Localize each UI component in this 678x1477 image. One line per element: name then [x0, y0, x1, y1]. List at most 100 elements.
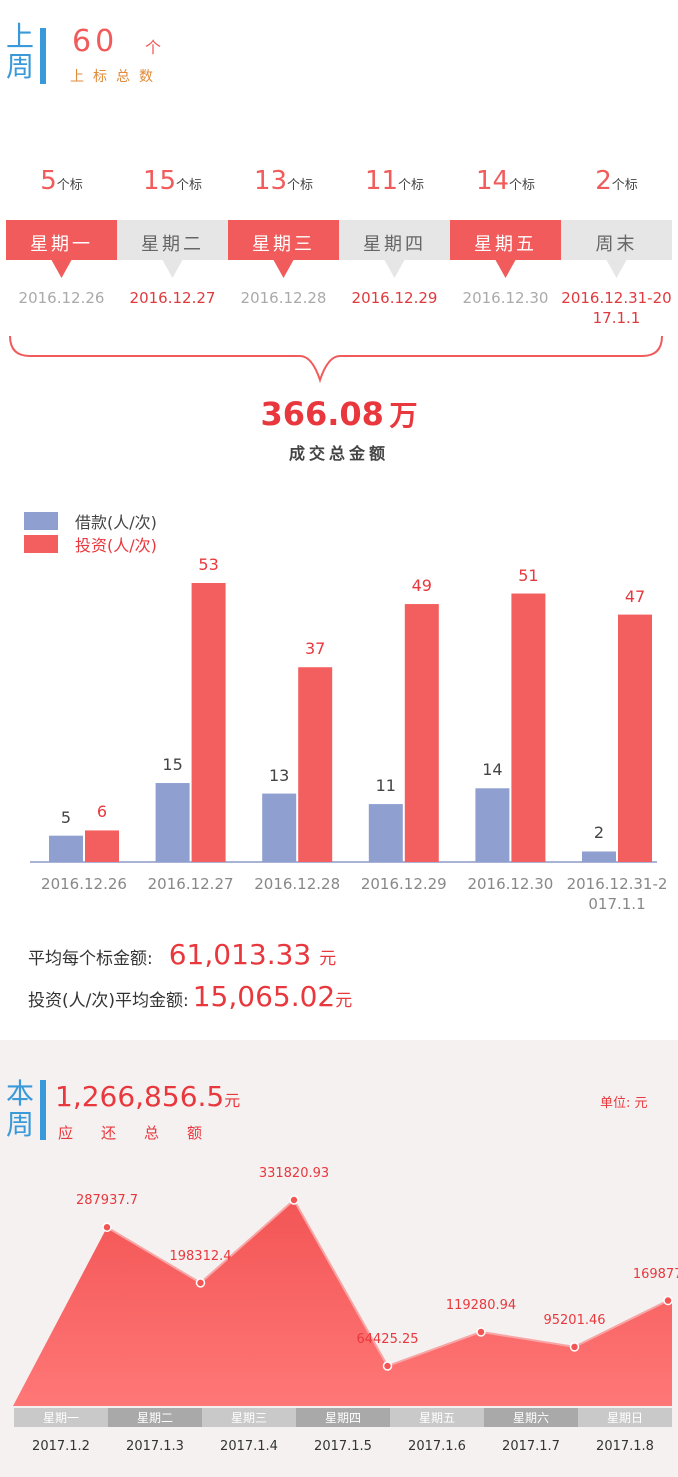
band-date: 2017.1.3 [126, 1439, 184, 1454]
count: 5 [40, 166, 57, 196]
count: 13 [253, 166, 288, 196]
day-band [202, 1408, 296, 1427]
legend-label: 投资(人/次) [75, 536, 157, 555]
stat-label: 投资(人/次)平均金额: [28, 991, 189, 1011]
day-banner [450, 220, 561, 260]
bar-value: 47 [624, 586, 646, 606]
bar-value: 2 [593, 823, 605, 843]
day-label: 星期二 [141, 234, 204, 255]
deal-unit: 万 [389, 399, 418, 432]
banner-pointer [384, 260, 405, 278]
accent-bar [40, 1080, 46, 1140]
bar [262, 793, 297, 862]
day-label: 星期四 [363, 234, 426, 255]
stat-row: 投资(人/次)平均金额: 15,065.02元 [28, 980, 352, 1013]
bar-value: 37 [305, 639, 326, 659]
brace [9, 335, 663, 384]
point [476, 1327, 486, 1337]
bar [582, 851, 616, 862]
bar-value: 49 [411, 576, 432, 596]
day-band [484, 1408, 578, 1427]
x-tick-label: 2016.12.29 [360, 875, 447, 893]
day-banner [561, 220, 672, 260]
last-week-caption: 上标总数 [70, 69, 162, 85]
band-label: 星期二 [136, 1411, 173, 1425]
bar [404, 604, 439, 862]
bar [49, 835, 83, 862]
bar-value: 15 [162, 755, 183, 775]
accent-bar [40, 28, 46, 84]
count-unit: 个标 [611, 178, 638, 193]
day-date: 2016.12.29 [351, 289, 438, 307]
banner-pointer [273, 260, 294, 278]
point-label: 198312.4 [169, 1248, 232, 1264]
band-date: 2017.1.6 [408, 1439, 466, 1454]
bar [618, 614, 652, 862]
bar-value: 13 [269, 765, 290, 785]
point-label: 95201.46 [543, 1312, 606, 1328]
point-label: 119280.94 [445, 1297, 517, 1313]
point-label: 169877.82 [632, 1266, 678, 1282]
band-date: 2017.1.7 [502, 1439, 560, 1454]
last-week-label: 上周 [6, 20, 35, 83]
band-label: 星期一 [42, 1411, 79, 1425]
banner-pointer [606, 260, 627, 278]
x-tick-label: 2016.12.27 [147, 875, 234, 893]
legend-label: 借款(人/次) [75, 513, 157, 532]
day-band [578, 1408, 672, 1427]
count-unit: 个标 [398, 178, 425, 193]
point [382, 1361, 393, 1371]
day-band [390, 1408, 484, 1427]
legend-swatch [24, 535, 58, 553]
day-label: 星期三 [252, 234, 315, 255]
amount: 1,266,856.5 [55, 1080, 225, 1113]
stat-row: 平均每个标金额: 61,013.33 元 [28, 938, 336, 971]
count-unit: 个标 [287, 178, 314, 193]
day-banner [6, 220, 117, 260]
banner-pointer [495, 260, 516, 278]
day-date: 2016.12.27 [129, 289, 216, 307]
legend-swatch [24, 512, 58, 530]
bar-value: 53 [198, 555, 219, 574]
stat-value: 61,013.33 [168, 938, 312, 971]
day-band [14, 1408, 108, 1427]
day-banner [339, 220, 450, 260]
count: 11 [364, 166, 399, 196]
bar [475, 788, 510, 862]
band-label: 星期三 [230, 1411, 267, 1425]
day-banner [117, 220, 228, 260]
point [195, 1278, 206, 1288]
this-week-amount: 1,266,856.5元 [55, 1080, 240, 1113]
count: 2 [595, 166, 612, 196]
count-unit: 个标 [56, 178, 83, 193]
day-label: 周末 [595, 234, 638, 255]
bar [85, 830, 119, 862]
band-date: 2017.1.2 [32, 1439, 90, 1454]
count-unit: 个标 [509, 178, 536, 193]
area [13, 1200, 672, 1406]
bar-value: 51 [518, 565, 539, 585]
stat-value: 15,065.02 [192, 980, 336, 1013]
band-label: 星期日 [606, 1411, 643, 1425]
day-label: 星期一 [30, 234, 93, 255]
day-count: 13个标 [228, 166, 339, 196]
band-date: 2017.1.4 [220, 1439, 278, 1454]
point [289, 1195, 299, 1205]
band-date: 2017.1.8 [596, 1439, 654, 1454]
day-date: 2016.12.30 [462, 289, 549, 307]
band-label: 星期六 [512, 1411, 549, 1425]
day-band [108, 1408, 202, 1427]
x-tick-label: 2016.12.26 [41, 875, 127, 893]
banner-pointer [162, 260, 183, 278]
point-label: 64425.25 [356, 1332, 419, 1347]
this-week-label: 本周 [6, 1077, 35, 1141]
this-week-caption: 应还总额 [58, 1124, 231, 1142]
stat-unit: 元 [319, 949, 337, 969]
point [569, 1342, 580, 1352]
count: 14 [475, 166, 510, 196]
point [663, 1295, 673, 1306]
band-label: 星期四 [324, 1411, 361, 1425]
count: 15 [142, 166, 177, 196]
day-count: 15个标 [117, 166, 228, 196]
day-count: 5个标 [6, 166, 117, 196]
